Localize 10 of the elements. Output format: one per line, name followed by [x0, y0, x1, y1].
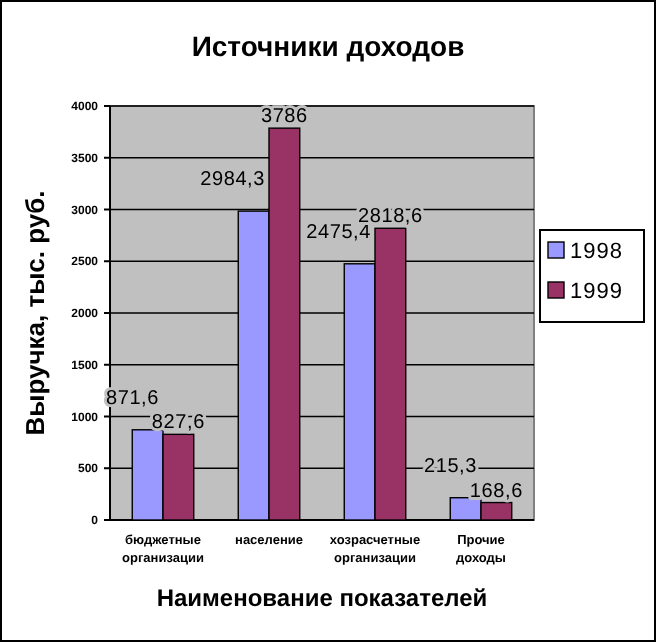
y-axis-title: Выручка, тыс. руб. [20, 190, 50, 436]
chart-title: Источники доходов [191, 30, 466, 62]
x-axis-title: Наименование показателей [156, 584, 488, 612]
data-label: 3786 [260, 106, 309, 129]
legend-label: 1999 [570, 280, 623, 304]
data-label: 2475,4 [306, 221, 372, 244]
data-label: 827,6 [151, 412, 206, 435]
data-label: 2984,3 [200, 169, 266, 192]
data-label: 168,6 [469, 480, 524, 503]
legend-label: 1998 [570, 240, 623, 264]
